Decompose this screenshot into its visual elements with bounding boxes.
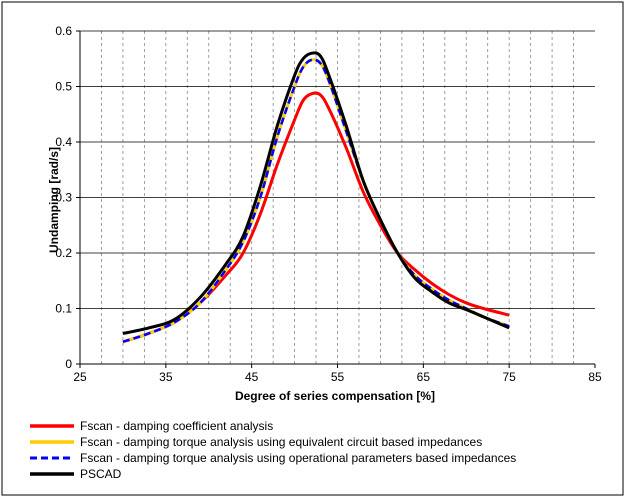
x-tick-label: 75 bbox=[502, 370, 516, 384]
y-tick-label: 0.4 bbox=[55, 135, 72, 149]
legend-label-1: Fscan - damping coefficient analysis bbox=[80, 419, 273, 433]
x-tick-label: 85 bbox=[588, 370, 602, 384]
legend: Fscan - damping coefficient analysis Fsca… bbox=[30, 419, 516, 481]
x-tick-label: 25 bbox=[73, 370, 87, 384]
y-tick-label: 0.1 bbox=[55, 302, 72, 316]
series-line-4 bbox=[122, 51, 510, 335]
legend-label-3: Fscan - damping torque analysis using op… bbox=[80, 451, 516, 465]
y-tick-label: 0 bbox=[65, 357, 72, 371]
y-tick-label: 0.6 bbox=[55, 24, 72, 38]
x-tick-label: 35 bbox=[159, 370, 173, 384]
x-tick-label: 55 bbox=[331, 370, 345, 384]
x-axis-label: Degree of series compensation [%] bbox=[235, 389, 435, 403]
series-line-3 bbox=[122, 58, 510, 343]
y-axis-label: Undamping [rad/s] bbox=[47, 147, 61, 253]
y-tick-label: 0.3 bbox=[55, 191, 72, 205]
axes bbox=[76, 30, 596, 368]
x-tick-label: 65 bbox=[417, 370, 431, 384]
y-tick-label: 0.2 bbox=[55, 246, 72, 260]
y-tick-label: 0.5 bbox=[55, 80, 72, 94]
legend-label-2: Fscan - damping torque analysis using eq… bbox=[80, 435, 482, 449]
series-lines bbox=[122, 51, 510, 344]
tick-labels: 25 35 45 55 65 75 85 0 0.1 0.2 0.3 0.4 0.5 0.6 bbox=[55, 24, 602, 384]
legend-label-4: PSCAD bbox=[80, 467, 122, 481]
x-tick-label: 45 bbox=[245, 370, 259, 384]
series-line-1 bbox=[122, 91, 510, 344]
